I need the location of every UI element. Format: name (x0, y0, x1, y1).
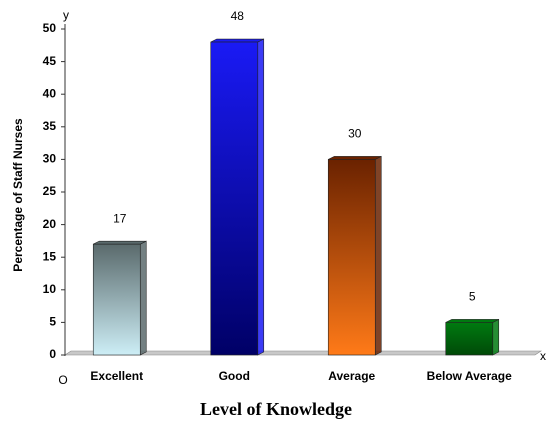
bar (445, 322, 494, 356)
value-label: 5 (469, 290, 476, 304)
y-tick-label: 25 (43, 184, 57, 198)
y-tick-label: 15 (43, 249, 57, 263)
bar-top (210, 38, 264, 43)
y-tick-label: 30 (43, 152, 57, 166)
bar-top (93, 240, 147, 245)
y-tick-label: 5 (49, 315, 56, 329)
x-tick-label: Good (219, 369, 250, 383)
value-label: 17 (113, 211, 127, 225)
bar-side (139, 240, 147, 356)
bar-side (374, 155, 382, 356)
origin-label: O (58, 373, 67, 387)
bar-top (445, 319, 499, 323)
y-tick-label: 35 (43, 119, 57, 133)
bar (210, 41, 259, 356)
value-label: 48 (231, 9, 245, 23)
bar (92, 243, 141, 356)
y-tick-label: 0 (49, 347, 56, 361)
bar-side (257, 38, 265, 356)
x-tick-label: Excellent (90, 369, 143, 383)
y-tick-label: 45 (43, 54, 57, 68)
y-axis-letter: y (63, 8, 69, 22)
bar-top (328, 156, 382, 160)
y-tick-label: 40 (43, 86, 57, 100)
x-axis-letter: x (540, 349, 546, 363)
x-tick-label: Below Average (427, 369, 512, 383)
y-axis-label: Percentage of Staff Nurses (11, 118, 25, 272)
y-tick-label: 20 (43, 217, 57, 231)
y-tick-label: 50 (43, 21, 57, 35)
floor (64, 350, 542, 356)
bar (327, 159, 376, 356)
x-tick-label: Average (328, 369, 375, 383)
value-label: 30 (348, 127, 362, 141)
x-axis-label: Level of Knowledge (200, 399, 352, 419)
bar-side (492, 318, 500, 356)
y-tick-label: 10 (43, 282, 57, 296)
